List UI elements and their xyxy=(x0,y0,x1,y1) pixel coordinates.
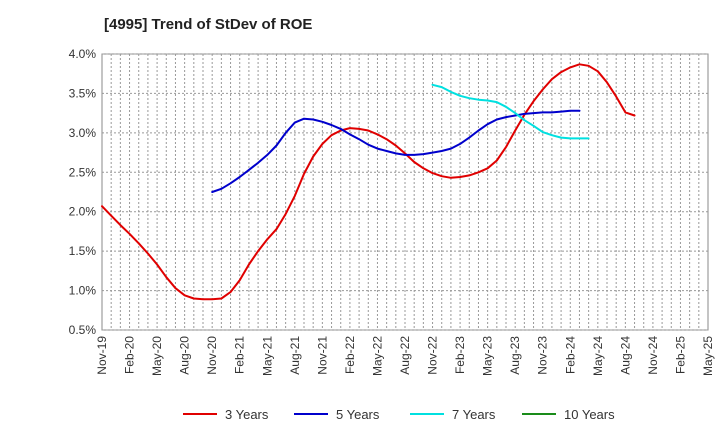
y-tick-label: 1.0% xyxy=(69,284,97,298)
series-line-7-years xyxy=(431,83,590,140)
legend-label: 3 Years xyxy=(225,407,269,422)
x-tick-label: Feb-21 xyxy=(233,336,247,374)
y-axis-ticks: 0.5% 1.0% 1.5% 2.0% 2.5% 3.0% 3.5% 4.0% xyxy=(69,47,97,337)
x-tick-label: Feb-20 xyxy=(123,336,137,374)
x-tick-label: Nov-24 xyxy=(646,336,660,375)
x-tick-label: May-21 xyxy=(260,336,274,376)
legend-label: 5 Years xyxy=(336,407,380,422)
x-tick-label: May-25 xyxy=(701,336,715,376)
x-tick-label: Feb-24 xyxy=(563,336,577,374)
x-tick-label: May-20 xyxy=(150,336,164,376)
legend-label: 7 Years xyxy=(452,407,496,422)
x-tick-label: Nov-21 xyxy=(315,336,329,375)
y-tick-label: 2.0% xyxy=(69,205,97,219)
x-tick-label: Aug-23 xyxy=(508,336,522,375)
series-lines xyxy=(101,63,636,301)
series-line-3-years xyxy=(101,63,636,301)
x-tick-label: Nov-19 xyxy=(95,336,109,375)
x-tick-label: Nov-23 xyxy=(536,336,550,375)
chart-title: [4995] Trend of StDev of ROE xyxy=(104,16,312,33)
x-tick-label: Aug-22 xyxy=(398,336,412,375)
x-tick-label: May-22 xyxy=(370,336,384,376)
y-tick-label: 0.5% xyxy=(69,323,97,337)
y-tick-label: 3.5% xyxy=(69,86,97,100)
x-tick-label: May-24 xyxy=(591,336,605,376)
x-tick-label: Feb-22 xyxy=(343,336,357,374)
grid-lines xyxy=(102,53,708,331)
x-tick-label: Aug-21 xyxy=(288,336,302,375)
y-tick-label: 3.0% xyxy=(69,126,97,140)
legend-label: 10 Years xyxy=(564,407,615,422)
x-tick-label: Feb-25 xyxy=(673,336,687,374)
x-tick-label: Nov-20 xyxy=(205,336,219,375)
x-tick-label: May-23 xyxy=(481,336,495,376)
x-tick-label: Feb-23 xyxy=(453,336,467,374)
y-tick-label: 2.5% xyxy=(69,165,97,179)
y-tick-label: 4.0% xyxy=(69,47,97,61)
x-tick-label: Aug-20 xyxy=(178,336,192,375)
legend: 3 Years 5 Years 7 Years 10 Years xyxy=(183,407,615,422)
y-tick-label: 1.5% xyxy=(69,244,97,258)
x-axis-ticks: Nov-19 Feb-20 May-20 Aug-20 Nov-20 Feb-21 May-… xyxy=(95,336,715,376)
x-tick-label: Nov-22 xyxy=(426,336,440,375)
x-tick-label: Aug-24 xyxy=(618,336,632,375)
